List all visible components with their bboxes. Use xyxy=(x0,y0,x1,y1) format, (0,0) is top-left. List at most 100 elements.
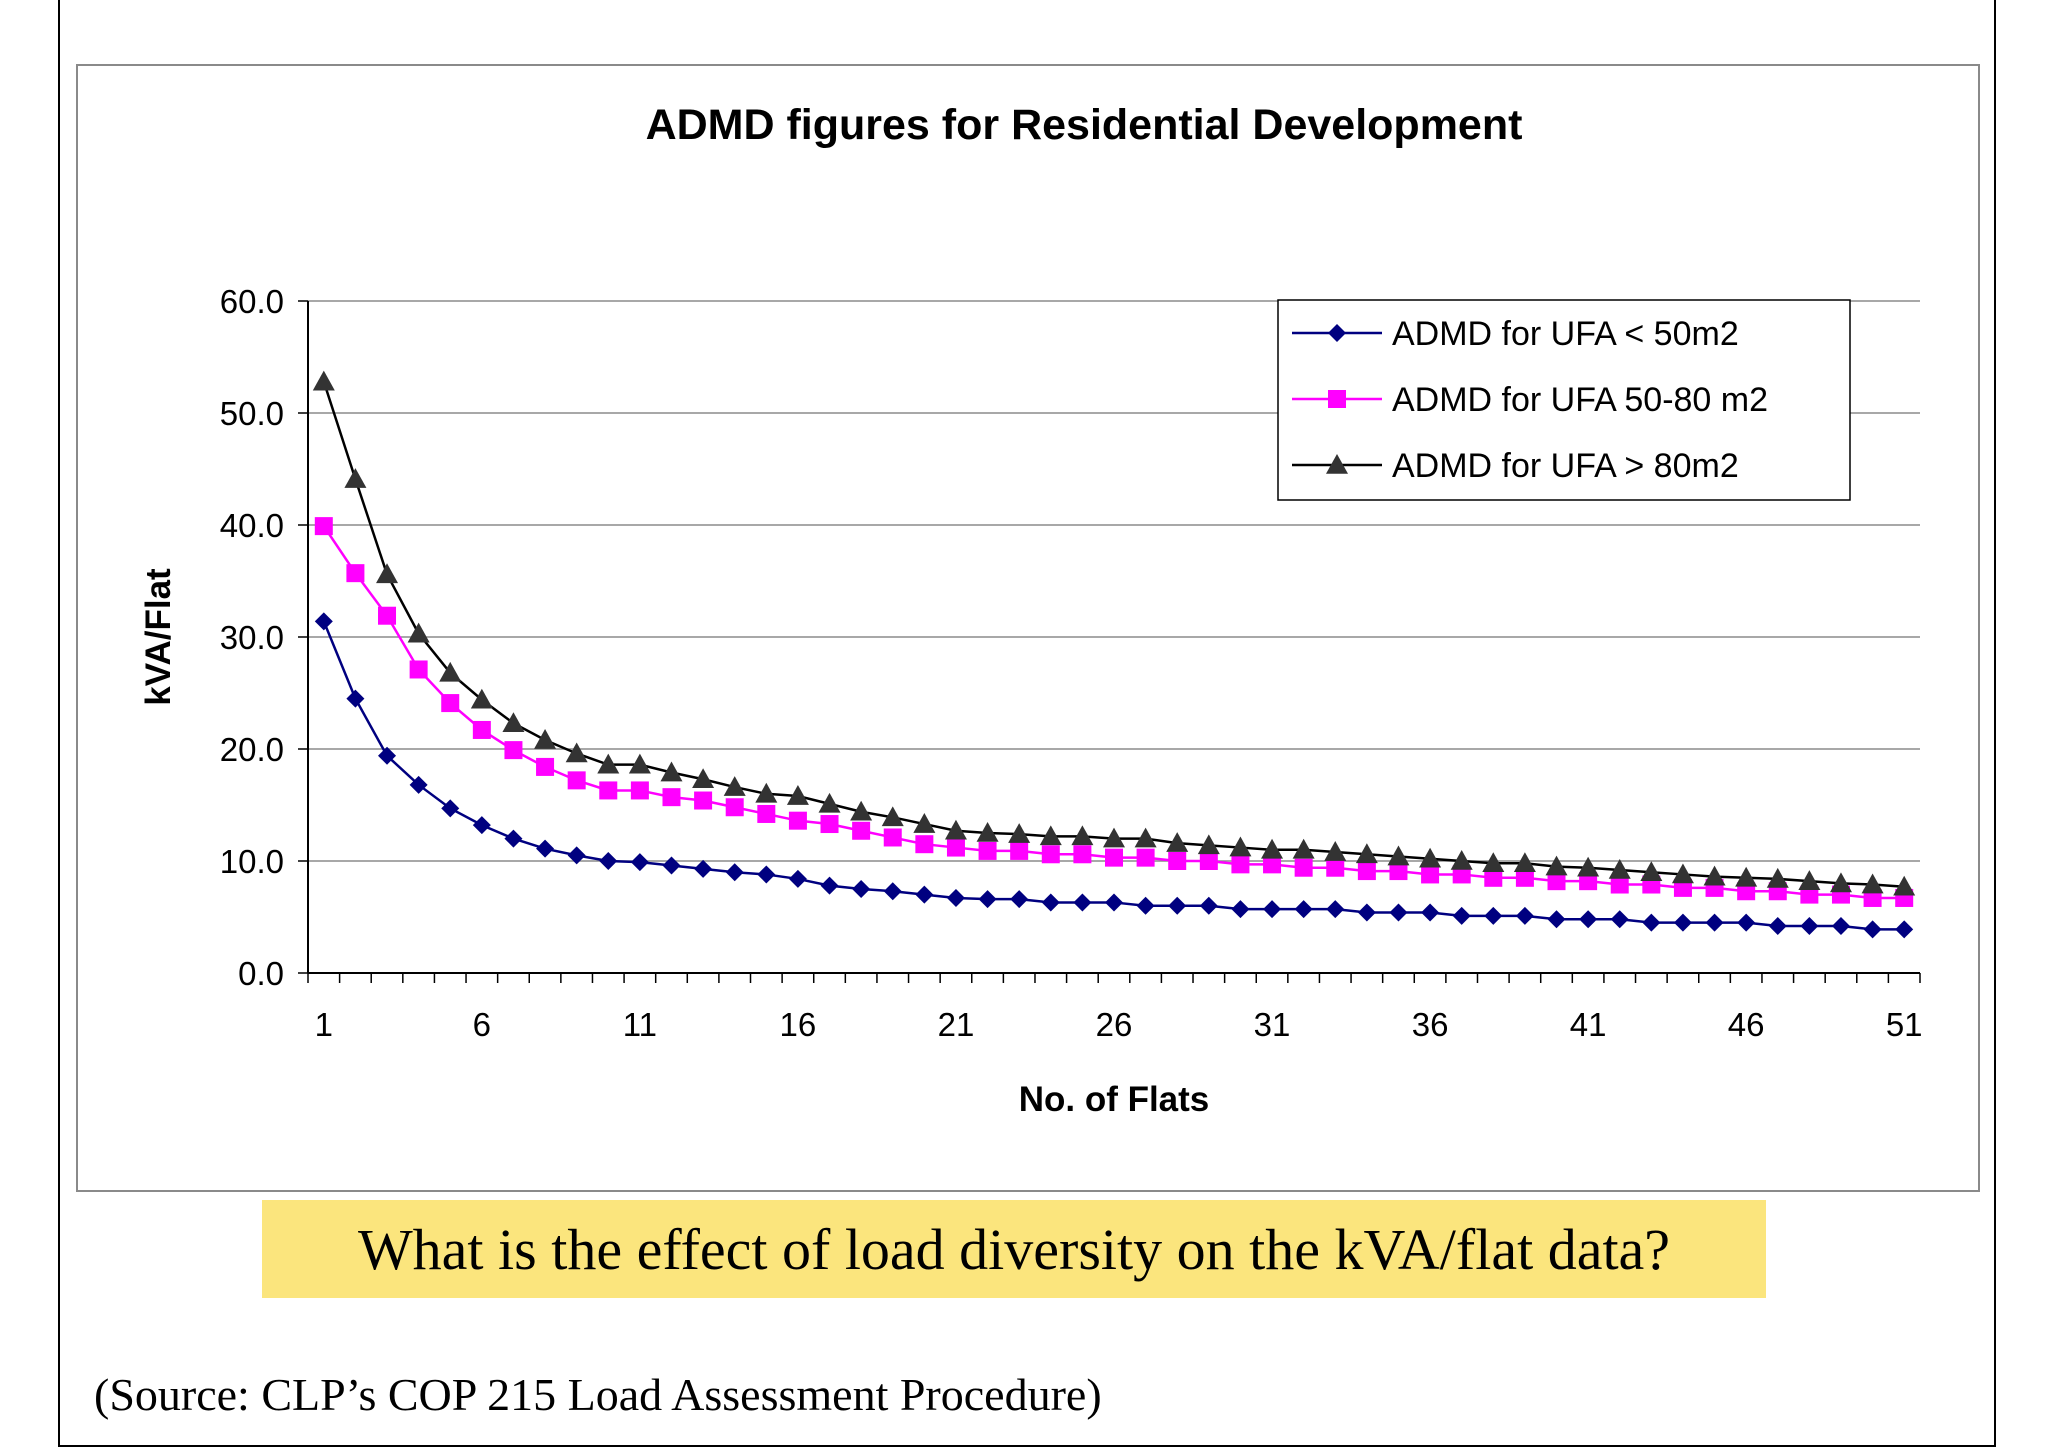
data-point xyxy=(1735,866,1758,887)
data-point xyxy=(314,612,333,631)
data-point xyxy=(1199,896,1218,915)
data-point xyxy=(850,800,873,821)
data-point xyxy=(504,829,523,848)
data-point xyxy=(1292,838,1315,859)
x-tick-label: 16 xyxy=(780,1006,817,1043)
x-tick-label: 11 xyxy=(623,1006,657,1043)
data-point xyxy=(1608,858,1631,879)
data-point xyxy=(1166,832,1189,852)
data-point xyxy=(1829,872,1852,893)
data-point xyxy=(852,880,871,898)
data-point xyxy=(1705,913,1724,932)
data-point xyxy=(1610,875,1629,894)
data-point xyxy=(1768,916,1787,935)
data-point xyxy=(1579,872,1598,891)
data-point xyxy=(881,806,904,827)
data-point xyxy=(1389,903,1408,922)
data-point xyxy=(599,781,618,800)
data-point xyxy=(1389,862,1408,881)
data-point xyxy=(1610,910,1629,929)
x-axis-label: No. of Flats xyxy=(1019,1080,1210,1119)
data-point xyxy=(441,694,460,713)
data-point xyxy=(1513,852,1536,873)
y-tick-label: 30.0 xyxy=(220,619,284,656)
data-point xyxy=(725,863,744,882)
data-point xyxy=(978,841,997,860)
data-point xyxy=(1421,903,1440,922)
data-point xyxy=(346,564,365,583)
data-point xyxy=(314,517,333,536)
data-point xyxy=(818,792,841,813)
data-point xyxy=(1357,903,1376,922)
data-point xyxy=(692,768,715,789)
data-point xyxy=(1861,873,1884,894)
legend-item: ADMD for UFA < 50m2 xyxy=(1292,315,1739,353)
slide-frame xyxy=(58,0,1996,1447)
data-point xyxy=(1199,852,1218,870)
data-point xyxy=(1452,906,1471,925)
data-point xyxy=(1231,855,1250,874)
data-point xyxy=(694,791,713,810)
legend-item: ADMD for UFA > 80m2 xyxy=(1292,447,1739,485)
data-point xyxy=(1484,868,1503,887)
y-tick-label: 20.0 xyxy=(220,731,284,768)
data-point xyxy=(755,782,778,803)
x-tick-label: 21 xyxy=(938,1006,975,1043)
data-point xyxy=(660,761,683,782)
data-point xyxy=(1294,900,1313,919)
data-point xyxy=(694,859,713,878)
data-point xyxy=(915,885,934,904)
x-tick-label: 26 xyxy=(1096,1006,1133,1043)
data-point xyxy=(1071,825,1094,846)
x-tick-label: 36 xyxy=(1412,1006,1449,1043)
data-point xyxy=(915,835,934,854)
data-point xyxy=(1800,916,1819,935)
data-point xyxy=(378,606,397,625)
data-point xyxy=(978,890,997,909)
data-point xyxy=(913,813,936,833)
data-point xyxy=(378,746,397,765)
legend-marker xyxy=(1326,454,1348,474)
data-point xyxy=(567,846,586,865)
data-point xyxy=(409,775,428,794)
data-point xyxy=(946,838,965,857)
data-point xyxy=(1577,856,1600,877)
series-1 xyxy=(314,612,1914,939)
data-point xyxy=(1800,885,1819,904)
chart-title: ADMD figures for Residential Development xyxy=(646,101,1523,149)
data-point xyxy=(1136,896,1155,915)
data-point xyxy=(1073,845,1092,864)
chart-svg: ADMD figures for Residential Development… xyxy=(139,101,1923,1119)
data-point xyxy=(1263,855,1282,874)
legend-marker xyxy=(1328,390,1346,408)
x-tick-label: 46 xyxy=(1728,1006,1765,1043)
data-point xyxy=(441,799,460,818)
data-point xyxy=(1041,845,1060,864)
data-point xyxy=(1355,843,1378,864)
data-point xyxy=(662,856,681,875)
data-point xyxy=(976,822,999,842)
source-note: (Source: CLP’s COP 215 Load Assessment P… xyxy=(94,1369,1102,1420)
data-point xyxy=(1008,823,1031,843)
data-point xyxy=(1737,882,1756,901)
legend-item: ADMD for UFA 50-80 m2 xyxy=(1292,381,1768,419)
y-tick-label: 60.0 xyxy=(220,283,284,320)
data-point xyxy=(1831,916,1850,935)
data-point xyxy=(344,468,367,488)
data-point xyxy=(1673,913,1692,932)
data-point xyxy=(946,888,965,907)
legend-label: ADMD for UFA 50-80 m2 xyxy=(1392,381,1768,419)
data-point xyxy=(1421,865,1440,884)
data-point xyxy=(1863,888,1882,907)
data-point xyxy=(1673,878,1692,897)
data-point xyxy=(1895,920,1914,939)
data-point xyxy=(1105,893,1123,912)
data-point xyxy=(1105,848,1123,867)
data-point xyxy=(1326,900,1345,919)
y-tick-label: 10.0 xyxy=(220,843,284,880)
legend-label: ADMD for UFA < 50m2 xyxy=(1392,315,1739,353)
data-point xyxy=(1197,834,1220,855)
x-tick-label: 6 xyxy=(473,1006,491,1043)
data-point xyxy=(1041,893,1060,912)
data-point xyxy=(883,882,902,901)
